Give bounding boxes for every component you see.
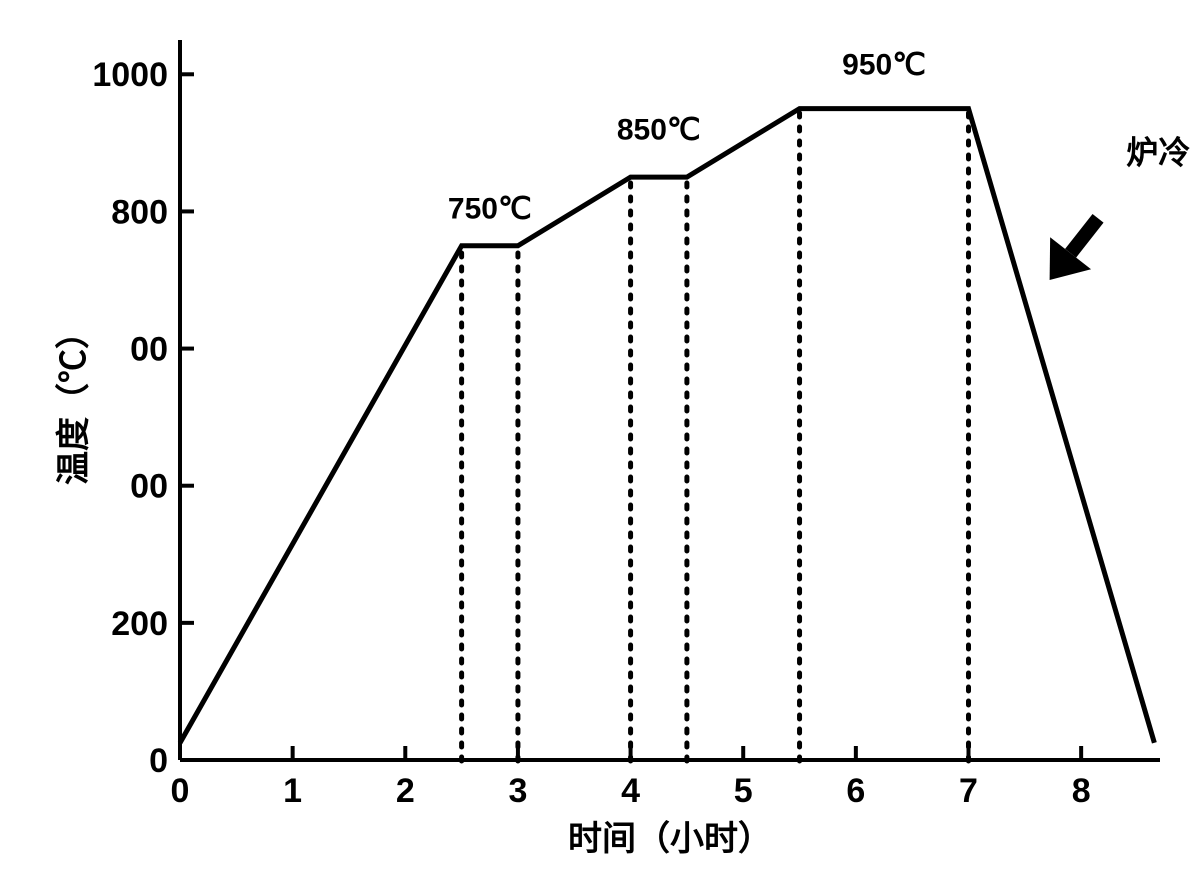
temperature-time-chart: 0 1 2 3 4 5 6 7 8 0 200 00 00 800 1000 时间（小时） 温度（℃） 750℃ 8…: [0, 0, 1196, 890]
x-tick-label: 0: [171, 772, 190, 810]
plateau-label: 750℃: [448, 192, 532, 225]
y-tick-label: 1000: [92, 56, 168, 94]
y-tick-label: 00: [130, 468, 168, 506]
x-tick-label: 3: [508, 772, 527, 810]
x-tick-label: 7: [959, 772, 978, 810]
plateau-label: 850℃: [617, 113, 701, 146]
y-tick-label: 800: [111, 193, 168, 231]
x-tick-label: 8: [1072, 772, 1091, 810]
y-axis-title: 温度（℃）: [54, 315, 93, 485]
x-tick-label: 5: [734, 772, 753, 810]
y-tick-label: 00: [130, 330, 168, 368]
y-tick-label: 200: [111, 605, 168, 643]
y-tick-label: 0: [149, 742, 168, 780]
x-tick-label: 4: [621, 772, 640, 810]
x-tick-label: 2: [396, 772, 415, 810]
x-axis-title: 时间（小时）: [568, 819, 772, 858]
cool-label: 炉冷: [1126, 134, 1190, 170]
x-tick-label: 1: [283, 772, 302, 810]
x-tick-label: 6: [846, 772, 865, 810]
plateau-label: 950℃: [842, 48, 926, 81]
chart-svg: 0 1 2 3 4 5 6 7 8 0 200 00 00 800 1000 时间（小时） 温度（℃） 750℃ 8…: [0, 0, 1196, 890]
